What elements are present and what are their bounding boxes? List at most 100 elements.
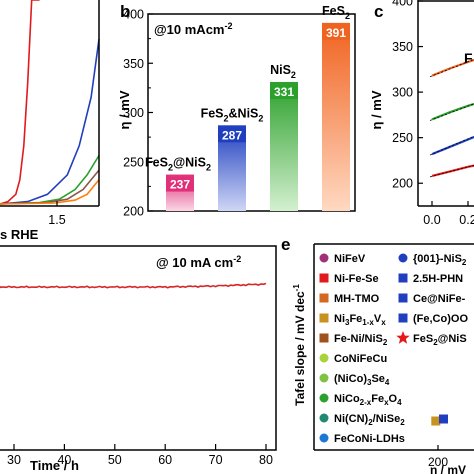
panel-a-curve-3 bbox=[0, 169, 100, 205]
panel-c-fit-line-1 bbox=[429, 103, 474, 121]
panel-e-ylabel: Tafel slope / mV dec-1 bbox=[292, 284, 307, 406]
legend-marker bbox=[319, 333, 329, 343]
panel-d-x-ticks: 30 40 50 60 70 80 bbox=[7, 444, 273, 467]
panel-d-xtick-label: 40 bbox=[57, 453, 71, 467]
panel-c-series bbox=[429, 58, 474, 178]
legend-marker bbox=[396, 331, 410, 344]
panel-b-ylabel: η / mV bbox=[117, 90, 132, 129]
legend-label: Ni(CN)2/NiSe2 bbox=[334, 413, 405, 427]
panel-e-legend: NiFeV Ni-Fe-Se MH-TMO Ni3Fe1-xVx Fe-Ni/NiS2 C… bbox=[319, 253, 468, 445]
panel-b-bars: 237 FeS2@NiS2 287 FeS2&NiS2 331 NiS2 391 FeS2 bbox=[145, 4, 350, 211]
legend-marker bbox=[319, 373, 329, 383]
legend-label: Ni3Fe1-xVx bbox=[334, 313, 386, 327]
panel-b-value-label: 331 bbox=[274, 85, 294, 99]
panel-c-edge-text: F bbox=[464, 50, 473, 66]
legend-label: MH-TMO bbox=[334, 293, 380, 305]
panel-d-xtick-label: 50 bbox=[108, 453, 122, 467]
legend-marker bbox=[398, 253, 408, 263]
legend-marker bbox=[319, 353, 329, 363]
panel-b-value-label: 287 bbox=[222, 128, 242, 142]
panel-d-xtick-label: 60 bbox=[158, 453, 172, 467]
legend-label: Ni-Fe-Se bbox=[334, 273, 379, 285]
panel-e-points bbox=[431, 414, 448, 426]
panel-a-curve-4 bbox=[0, 179, 100, 205]
legend-marker bbox=[319, 413, 329, 423]
legend-label: Ce@NiFe- bbox=[413, 293, 466, 305]
legend-marker bbox=[319, 253, 329, 263]
legend-marker bbox=[319, 313, 329, 323]
panel-c-ytick-label: 250 bbox=[392, 131, 413, 145]
panel-b-ytick-label: 400 bbox=[123, 8, 144, 22]
legend-marker bbox=[398, 273, 408, 283]
panel-d-stability-curve bbox=[0, 282, 267, 289]
panel-b-plot-frame bbox=[147, 13, 356, 212]
panel-b-value-badge bbox=[322, 24, 350, 40]
panel-b-ytick-label: 250 bbox=[123, 155, 144, 169]
legend-marker bbox=[319, 293, 329, 303]
panel-c-x-ticks: 0.0 0.2 bbox=[423, 201, 474, 227]
panel-a-curves bbox=[0, 0, 100, 205]
legend-label: Fe-Ni/NiS2 bbox=[334, 333, 388, 347]
panel-a-curve-2 bbox=[0, 155, 100, 205]
panel-c: c η / mV 200 250 300 350 400 0.0 0.2 F bbox=[369, 0, 474, 227]
panel-c-ytick-label: 200 bbox=[392, 177, 413, 191]
panel-c-ytick-label: 350 bbox=[392, 40, 413, 54]
panel-c-ylabel: η / mV bbox=[369, 90, 384, 129]
panel-d-xlabel: Time / h bbox=[30, 458, 79, 473]
panel-e-data-point bbox=[439, 414, 448, 424]
panel-b-annotation: @10 mAcm-2 bbox=[154, 21, 233, 37]
panel-b-value-label: 237 bbox=[170, 178, 190, 192]
panel-c-series-line-2 bbox=[431, 135, 474, 156]
panel-d: @ 10 mA cm-2 30 40 50 60 70 80 Time / h bbox=[0, 245, 277, 473]
panel-a-curve-1 bbox=[0, 38, 100, 205]
panel-d-plot-frame bbox=[0, 245, 277, 451]
panel-b-ytick-label: 300 bbox=[123, 106, 144, 120]
panel-a-xlabel: s RHE bbox=[0, 227, 39, 242]
panel-b-value-badge bbox=[218, 127, 246, 143]
legend-marker bbox=[319, 433, 329, 443]
legend-label: NiCo2-xFexO4 bbox=[334, 393, 402, 407]
legend-marker bbox=[398, 313, 408, 323]
panel-c-ytick-label: 400 bbox=[392, 0, 413, 9]
panel-c-letter: c bbox=[374, 2, 383, 21]
legend-marker bbox=[398, 293, 408, 303]
panel-e-data-point bbox=[431, 416, 441, 426]
legend-label: FeS2@NiS bbox=[413, 333, 467, 347]
panel-b-value-label: 391 bbox=[326, 26, 346, 40]
panel-d-xtick-label: 80 bbox=[259, 453, 273, 467]
panel-a-xtick-label: 1.5 bbox=[48, 213, 65, 227]
panel-c-series-line-0 bbox=[431, 58, 474, 77]
panel-b-ytick-label: 200 bbox=[123, 205, 144, 219]
panel-b: b η / mV 200 250 300 350 400 @10 mAcm-2 237 F… bbox=[117, 2, 356, 219]
panel-c-xtick-label: 0.0 bbox=[423, 213, 440, 227]
legend-label: 2.5H-PHN bbox=[413, 273, 463, 285]
panel-c-fit-line-3 bbox=[429, 164, 474, 178]
legend-marker bbox=[319, 273, 329, 283]
panel-b-category-label: FeS2 bbox=[322, 4, 350, 21]
legend-label: NiFeV bbox=[334, 253, 366, 265]
panel-b-value-badge bbox=[270, 83, 298, 99]
panel-d-xtick-label: 70 bbox=[209, 453, 223, 467]
panel-b-letter: b bbox=[120, 2, 130, 21]
panel-b-category-label: NiS2 bbox=[270, 63, 296, 80]
panel-e-xtick-label: 200 bbox=[428, 455, 448, 469]
panel-b-value-badge bbox=[166, 176, 194, 192]
legend-marker bbox=[319, 393, 329, 403]
panel-b-y-ticks: 200 250 300 350 400 bbox=[123, 8, 153, 219]
panel-e-xlabel: η / mV bbox=[430, 463, 466, 474]
panel-b-ytick-label: 350 bbox=[123, 57, 144, 71]
legend-label: {001}-NiS2 bbox=[413, 253, 467, 267]
legend-label: (NiCo)3Se4 bbox=[334, 373, 390, 387]
panel-a-curve-0 bbox=[0, 0, 40, 205]
legend-label: CoNiFeCu bbox=[334, 353, 387, 365]
panel-b-category-label: FeS2@NiS2 bbox=[145, 156, 211, 173]
legend-label: FeCoNi-LDHs bbox=[334, 433, 405, 445]
panel-d-annotation: @ 10 mA cm-2 bbox=[156, 254, 241, 270]
panel-e-letter: e bbox=[281, 235, 290, 254]
panel-c-ytick-label: 300 bbox=[392, 86, 413, 100]
panel-c-xtick-label: 0.2 bbox=[459, 213, 474, 227]
legend-label: (Fe,Co)OO bbox=[413, 313, 468, 325]
panel-b-bar bbox=[322, 22, 350, 211]
panel-b-category-label: FeS2&NiS2 bbox=[201, 106, 264, 123]
